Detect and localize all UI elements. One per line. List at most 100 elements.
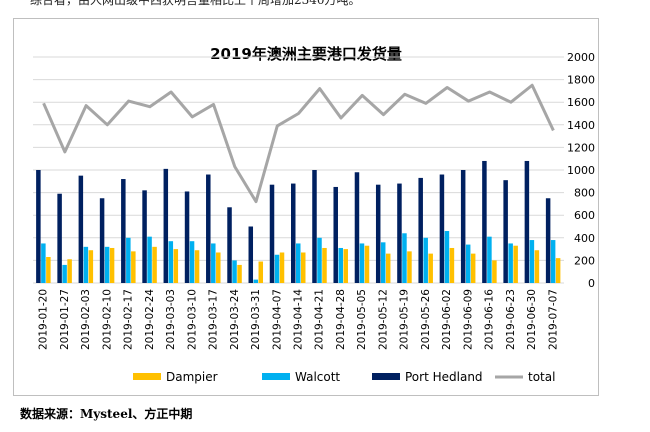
legend-label-dampier: Dampier <box>166 370 218 384</box>
bar-walcott <box>253 279 259 283</box>
bar-walcott <box>189 241 195 283</box>
x-tick-label: 2019-05-26 <box>420 289 432 350</box>
bar-walcott <box>232 260 237 283</box>
bar-walcott <box>83 246 89 283</box>
bar-dampier <box>216 252 221 283</box>
legend-swatch-port-hedland <box>372 373 400 380</box>
legend-label-walcott: Walcott <box>295 370 340 384</box>
bar-walcott <box>465 244 471 283</box>
bar-walcott <box>529 240 535 283</box>
bar-port-hedland <box>78 175 84 283</box>
x-tick-label: 2019-05-12 <box>377 289 389 350</box>
bar-dampier <box>109 247 115 283</box>
bar-port-hedland <box>142 190 147 283</box>
y-tick-label: 600 <box>574 209 595 222</box>
x-tick-label: 2019-01-27 <box>59 289 71 350</box>
legend-swatch-dampier <box>133 373 161 380</box>
x-tick-label: 2019-03-10 <box>186 289 198 350</box>
bar-dampier <box>237 264 242 283</box>
x-tick-label: 2019-03-24 <box>229 289 241 350</box>
bar-port-hedland <box>545 198 551 283</box>
y-tick-label: 0 <box>588 277 595 290</box>
x-tick-label: 2019-01-20 <box>38 289 50 350</box>
bar-dampier <box>407 251 412 283</box>
bar-walcott <box>423 237 428 283</box>
chart-title: 2019年澳洲主要港口发货量 <box>210 45 402 63</box>
bar-dampier <box>555 258 561 283</box>
bar-walcott <box>487 236 492 283</box>
x-tick-label: 2019-03-31 <box>250 289 262 350</box>
x-tick-label: 2019-03-17 <box>208 289 220 350</box>
x-tick-label: 2019-06-30 <box>526 289 538 350</box>
bar-port-hedland <box>503 180 508 283</box>
legend-label-total: total <box>528 370 555 384</box>
bar-walcott <box>274 254 280 283</box>
bar-walcott <box>296 243 301 283</box>
bar-port-hedland <box>482 160 487 283</box>
x-tick-label: 2019-07-07 <box>547 289 559 350</box>
x-tick-label: 2019-02-17 <box>123 289 135 350</box>
bar-dampier <box>131 251 136 283</box>
bar-port-hedland <box>248 226 254 283</box>
legend-label-port-hedland: Port Hedland <box>405 370 483 384</box>
bar-walcott <box>104 246 110 283</box>
y-tick-label: 1400 <box>567 119 595 132</box>
bar-dampier <box>194 250 200 283</box>
bar-dampier <box>364 245 370 283</box>
bar-dampier <box>492 260 497 283</box>
bar-walcott <box>359 243 365 283</box>
bar-port-hedland <box>121 179 126 283</box>
bar-dampier <box>343 249 348 283</box>
bar-port-hedland <box>312 170 317 283</box>
bar-walcott <box>126 237 131 283</box>
bar-port-hedland <box>439 174 445 283</box>
bar-dampier <box>279 252 285 283</box>
bar-walcott <box>444 231 450 283</box>
x-tick-label: 2019-04-21 <box>314 289 326 350</box>
bar-port-hedland <box>291 183 296 283</box>
x-tick-label: 2019-06-09 <box>462 289 474 350</box>
y-tick-label: 400 <box>574 232 595 245</box>
bar-port-hedland <box>206 174 211 283</box>
x-tick-label: 2019-04-28 <box>335 289 347 350</box>
bar-port-hedland <box>36 170 41 283</box>
y-tick-label: 200 <box>574 254 595 267</box>
bar-port-hedland <box>375 184 381 283</box>
y-tick-label: 1600 <box>567 96 595 109</box>
x-tick-label: 2019-02-03 <box>80 289 92 350</box>
bar-dampier <box>449 247 455 283</box>
bar-walcott <box>338 247 343 283</box>
bar-dampier <box>534 250 540 283</box>
x-tick-label: 2019-04-14 <box>293 289 305 350</box>
bar-dampier <box>470 253 476 283</box>
bar-dampier <box>173 249 179 283</box>
bar-dampier <box>513 245 518 283</box>
bar-port-hedland <box>418 177 423 283</box>
bar-walcott <box>317 237 322 283</box>
x-tick-label: 2019-05-05 <box>356 289 368 350</box>
bar-walcott <box>41 243 46 283</box>
bar-dampier <box>258 261 264 283</box>
x-tick-label: 2019-06-16 <box>484 289 496 350</box>
y-tick-label: 2000 <box>567 51 595 64</box>
intro-text: 综合看，由人网出级中西获明言量相比上个周增加2340万吨。 <box>30 0 361 7</box>
legend-swatch-walcott <box>262 373 290 380</box>
bar-dampier <box>428 253 433 283</box>
bar-port-hedland <box>99 198 105 283</box>
x-tick-label: 2019-05-19 <box>399 289 411 350</box>
bar-port-hedland <box>524 160 530 283</box>
data-source: 数据来源：Mysteel、方正中期 <box>20 407 193 421</box>
bar-dampier <box>152 246 157 283</box>
bar-walcott <box>168 241 174 283</box>
bar-dampier <box>46 257 51 283</box>
bar-dampier <box>322 247 327 283</box>
bar-port-hedland <box>397 183 402 283</box>
bar-port-hedland <box>333 186 338 283</box>
bar-dampier <box>88 250 94 283</box>
bar-walcott <box>380 242 386 283</box>
bar-port-hedland <box>269 184 275 283</box>
chart-frame: 2019年澳洲主要港口发货量 <box>13 18 599 396</box>
y-tick-label: 1800 <box>567 74 595 87</box>
line-total <box>42 83 555 204</box>
